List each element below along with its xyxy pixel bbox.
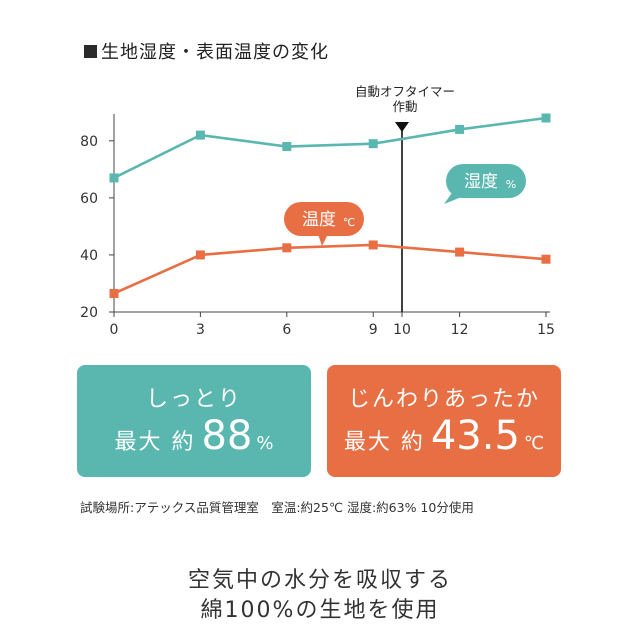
temperature-data-point bbox=[282, 243, 292, 253]
temperature-value: 43.5 bbox=[430, 413, 520, 459]
temperature-unit: ℃ bbox=[523, 433, 545, 454]
tagline-line1: 空気中の水分を吸収する bbox=[187, 568, 452, 593]
x-tick-label: 0 bbox=[110, 322, 119, 338]
timer-annotation: 自動オフタイマー 作動 bbox=[340, 84, 470, 114]
humidity-data-point bbox=[109, 173, 119, 183]
temperature-card: じんわりあったか 最大 約 43.5 ℃ bbox=[327, 365, 561, 477]
temperature-legend-bubble-tail bbox=[318, 234, 328, 246]
x-tick-label: 6 bbox=[282, 322, 291, 338]
chart-title: 生地湿度・表面温度の変化 bbox=[84, 38, 329, 64]
humidity-legend-bubble-tail bbox=[444, 190, 464, 204]
humidity-legend-unit: % bbox=[506, 178, 516, 191]
humidity-data-point bbox=[282, 142, 292, 152]
temperature-legend-label: 温度 bbox=[302, 210, 336, 230]
humidity-data-point bbox=[541, 113, 551, 123]
square-bullet-icon bbox=[84, 44, 97, 58]
temperature-legend-unit: ℃ bbox=[343, 216, 355, 229]
x-tick-label: 3 bbox=[196, 322, 205, 338]
temperature-headline: じんわりあったか bbox=[347, 387, 540, 412]
chart-title-text: 生地湿度・表面温度の変化 bbox=[101, 42, 329, 63]
temperature-data-point bbox=[109, 288, 119, 298]
temperature-label: 最大 約 bbox=[343, 430, 425, 455]
humidity-data-point bbox=[195, 130, 205, 140]
timer-annotation-line2: 作動 bbox=[392, 99, 418, 114]
temperature-data-point bbox=[455, 247, 465, 257]
y-tick-label: 60 bbox=[80, 191, 98, 207]
y-tick-label: 80 bbox=[80, 134, 98, 150]
x-tick-label: 12 bbox=[451, 322, 469, 338]
temperature-data-point bbox=[368, 240, 378, 250]
humidity-card: しっとり 最大 約 88% bbox=[77, 365, 311, 477]
y-tick-label: 40 bbox=[80, 248, 98, 264]
humidity-label: 最大 約 bbox=[114, 430, 196, 455]
x-tick-label: 9 bbox=[369, 322, 378, 338]
humidity-value: 88 bbox=[201, 413, 253, 459]
tagline-line2: 綿100%の生地を使用 bbox=[200, 598, 440, 623]
x-tick-label: 10 bbox=[393, 322, 411, 338]
humidity-series-line bbox=[113, 116, 547, 180]
line-chart: 20 40 60 80 0 3 6 9 10 12 15 湿度 % 温度 ℃ bbox=[80, 113, 555, 338]
temperature-data-point bbox=[195, 250, 205, 260]
x-tick-label: 15 bbox=[537, 322, 555, 338]
y-tick-label: 20 bbox=[80, 305, 98, 321]
temperature-series-line bbox=[113, 243, 547, 295]
humidity-legend-bubble bbox=[446, 164, 526, 198]
test-conditions: 試験場所:アテックス品質管理室 室温:約25℃ 湿度:約63% 10分使用 bbox=[80, 500, 474, 515]
timer-annotation-line1: 自動オフタイマー bbox=[354, 84, 455, 99]
humidity-data-point bbox=[368, 139, 378, 149]
temperature-data-point bbox=[541, 254, 551, 264]
humidity-unit: % bbox=[256, 433, 274, 454]
timer-marker-triangle-icon bbox=[395, 122, 409, 132]
humidity-data-point bbox=[455, 124, 465, 134]
humidity-headline: しっとり bbox=[145, 387, 242, 412]
humidity-legend-label: 湿度 bbox=[464, 172, 498, 192]
temperature-legend-bubble bbox=[284, 202, 364, 236]
